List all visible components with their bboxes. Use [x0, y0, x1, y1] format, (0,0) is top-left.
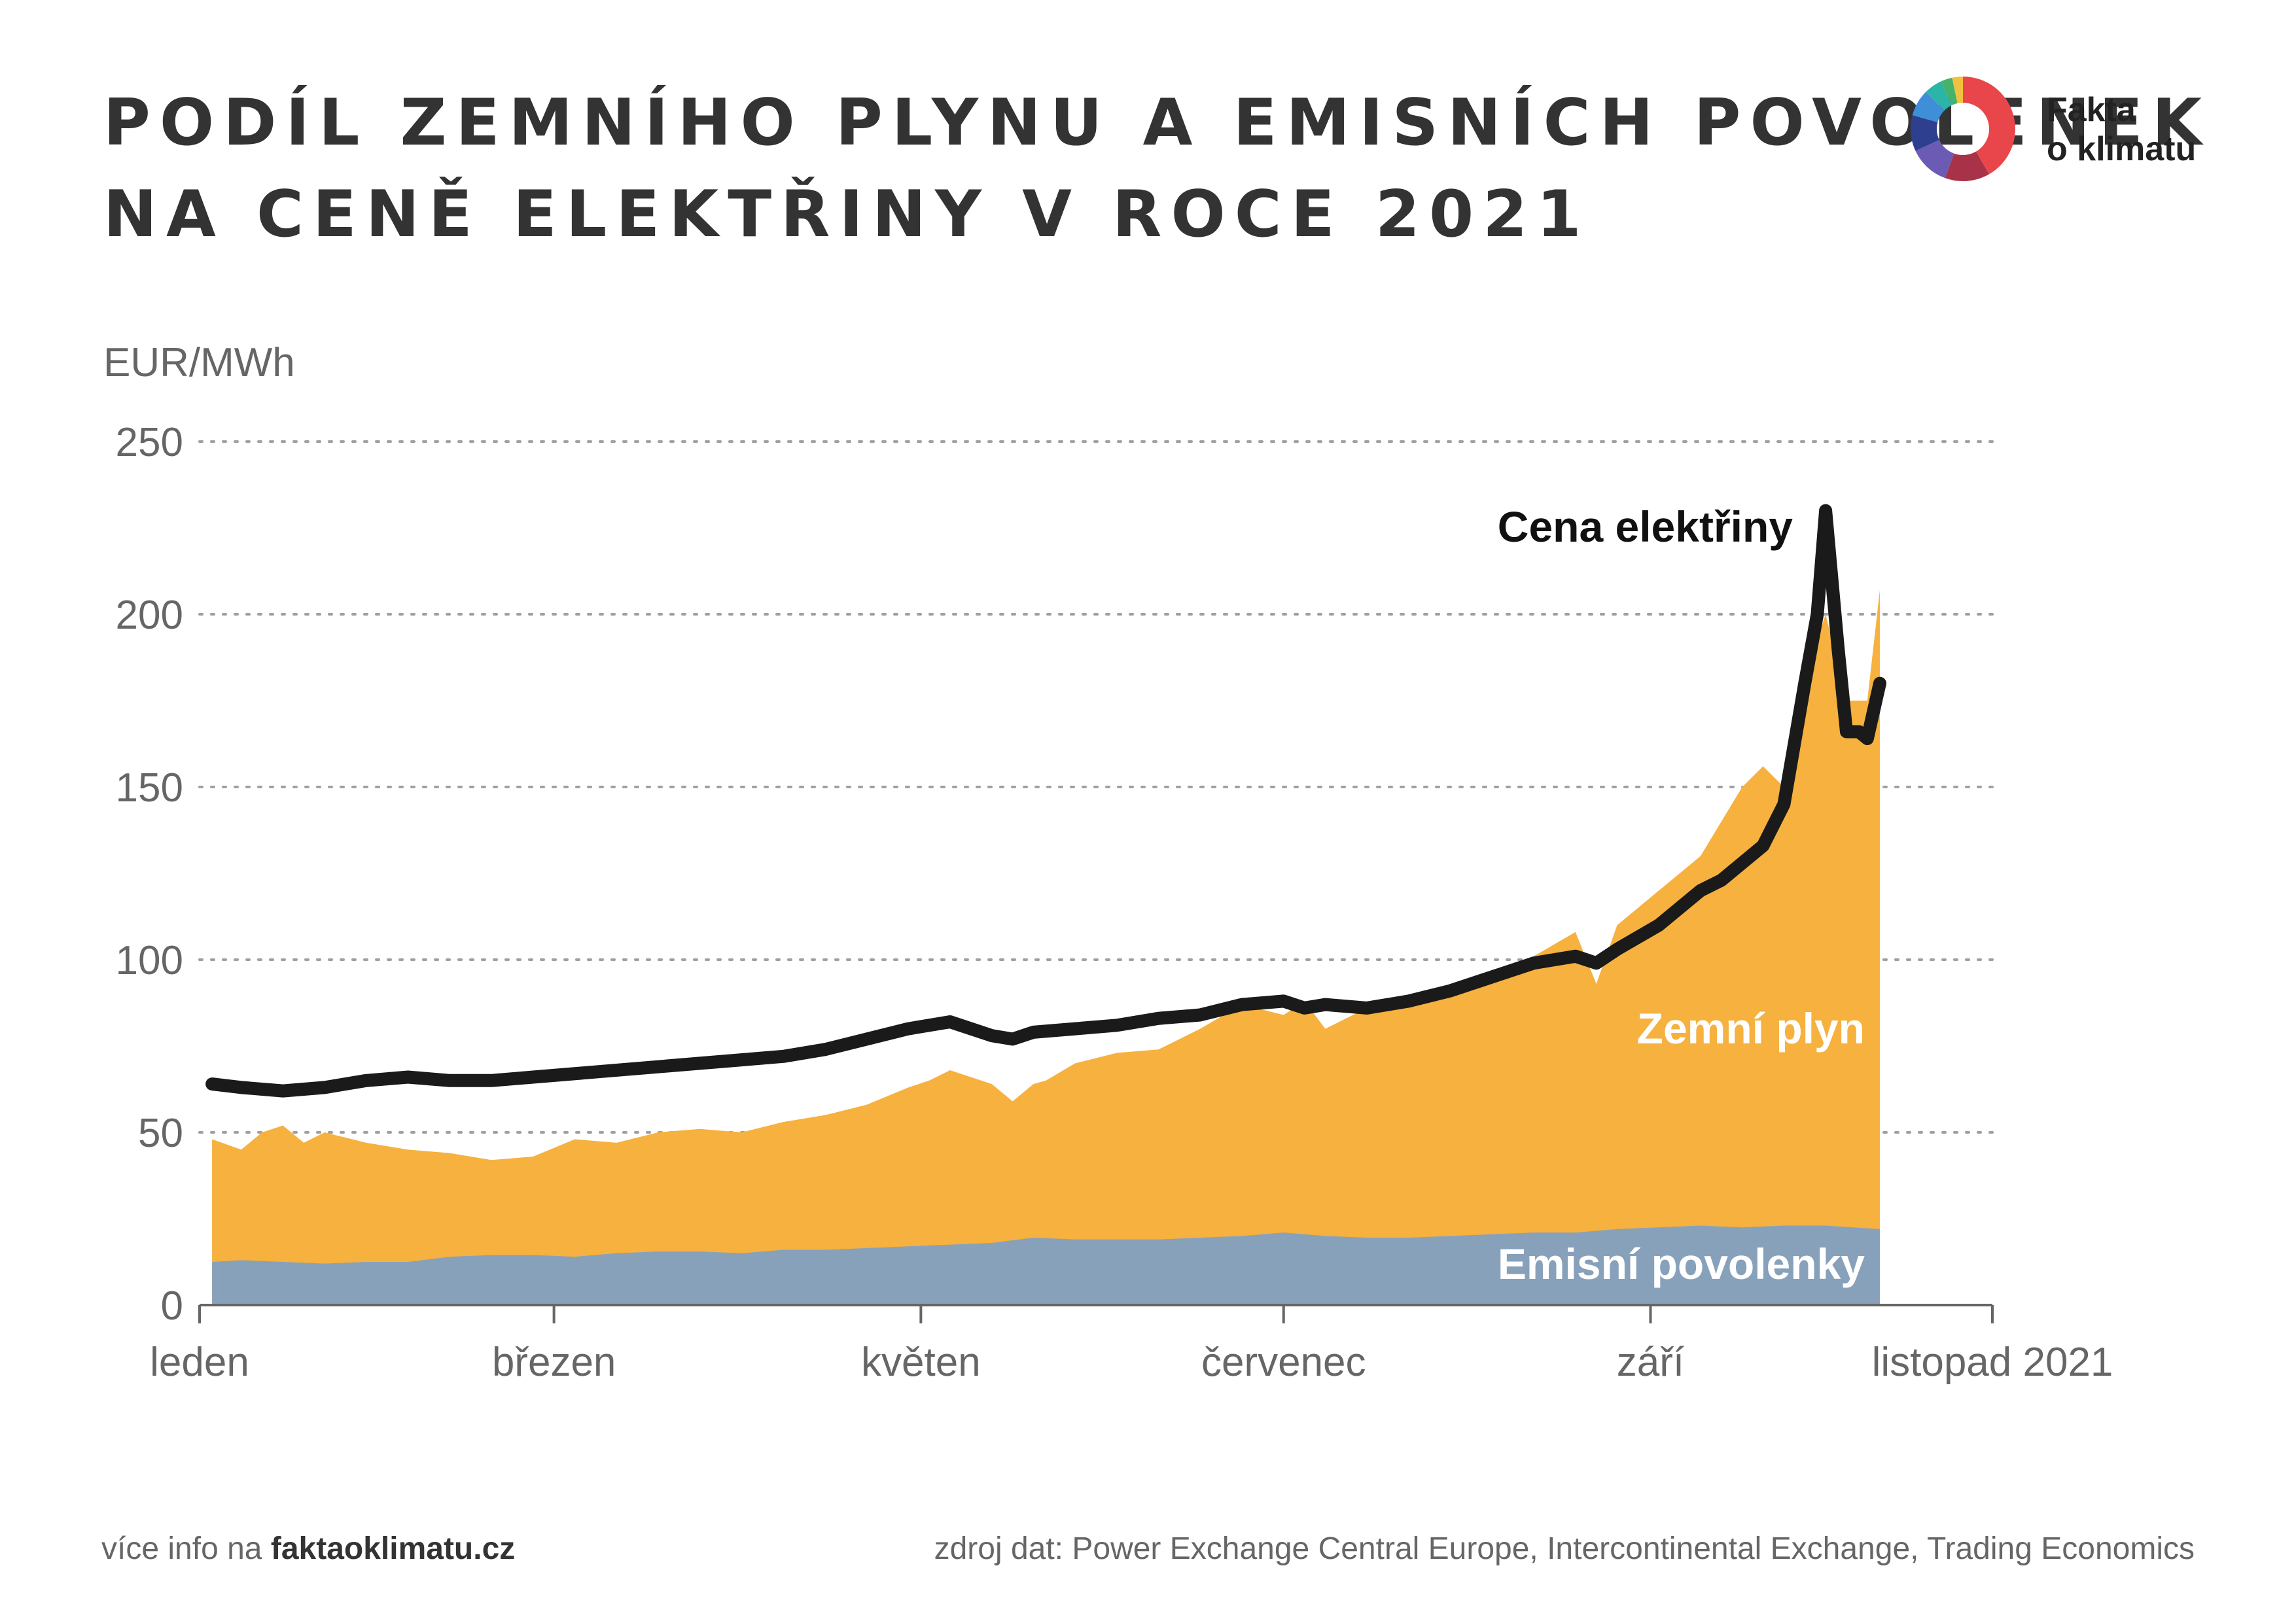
logo-ring-segment: [1941, 77, 1958, 105]
logo-ring-segment: [1911, 115, 1939, 151]
logo-text: Fakta o klimatu: [2047, 90, 2196, 169]
y-axis-unit-label: EUR/MWh: [103, 340, 295, 385]
fakta-o-klimatu-logo-icon: [1911, 77, 2015, 181]
y-tick-label-200: 200: [116, 593, 183, 638]
logo-ring-segment: [1926, 81, 1952, 111]
chart-title-line-2: NA CENĚ ELEKTŘINY V ROCE 2021: [103, 177, 1591, 252]
y-tick-label-0: 0: [161, 1283, 183, 1329]
area-emisni-povolenky: [212, 1225, 1880, 1305]
logo-ring-segment: [1912, 92, 1945, 122]
logo-ring-segment: [1945, 151, 1989, 181]
series-label-emisni-povolenky: Emisní povolenky: [1498, 1240, 1865, 1288]
y-tick-label-150: 150: [116, 765, 183, 811]
logo-ring-segment: [1963, 77, 2015, 175]
area-zemni-plyn: [212, 590, 1880, 1305]
logo-ring-segment: [1915, 139, 1954, 179]
logo-text-line-2: o klimatu: [2047, 130, 2197, 168]
series-label-zemni-plyn: Zemní plyn: [1637, 1004, 1865, 1053]
y-tick-label-250: 250: [116, 420, 183, 465]
logo-text-line-1: Fakta: [2047, 91, 2136, 129]
logo-ring-segment: [1952, 77, 1963, 103]
line-cena-elektriny: [205, 504, 1886, 1098]
x-tick-label-3: červenec: [1201, 1340, 1366, 1385]
x-tick-label-4: září: [1617, 1340, 1684, 1385]
footer-source: zdroj dat: Power Exchange Central Europe…: [934, 1531, 2195, 1566]
footer-link[interactable]: faktaoklimatu.cz: [270, 1531, 516, 1566]
chart-title-line-1: PODÍL ZEMNÍHO PLYNU A EMISNÍCH POVOLENEK: [103, 86, 2211, 160]
x-tick-label-2: květen: [861, 1340, 981, 1385]
x-tick-label-5: listopad 2021: [1872, 1340, 2113, 1385]
x-tick-label-1: březen: [492, 1340, 616, 1385]
y-tick-label-100: 100: [116, 938, 183, 983]
footer-more-info-prefix: více info na: [101, 1531, 262, 1566]
y-tick-label-50: 50: [138, 1111, 183, 1156]
footer-more-info: více info na faktaoklimatu.cz: [101, 1531, 515, 1567]
chart-title: PODÍL ZEMNÍHO PLYNU A EMISNÍCH POVOLENEK…: [103, 77, 2211, 260]
series-label-cena-elektriny: Cena elektřiny: [1498, 502, 1793, 551]
x-tick-label-0: leden: [150, 1340, 249, 1385]
